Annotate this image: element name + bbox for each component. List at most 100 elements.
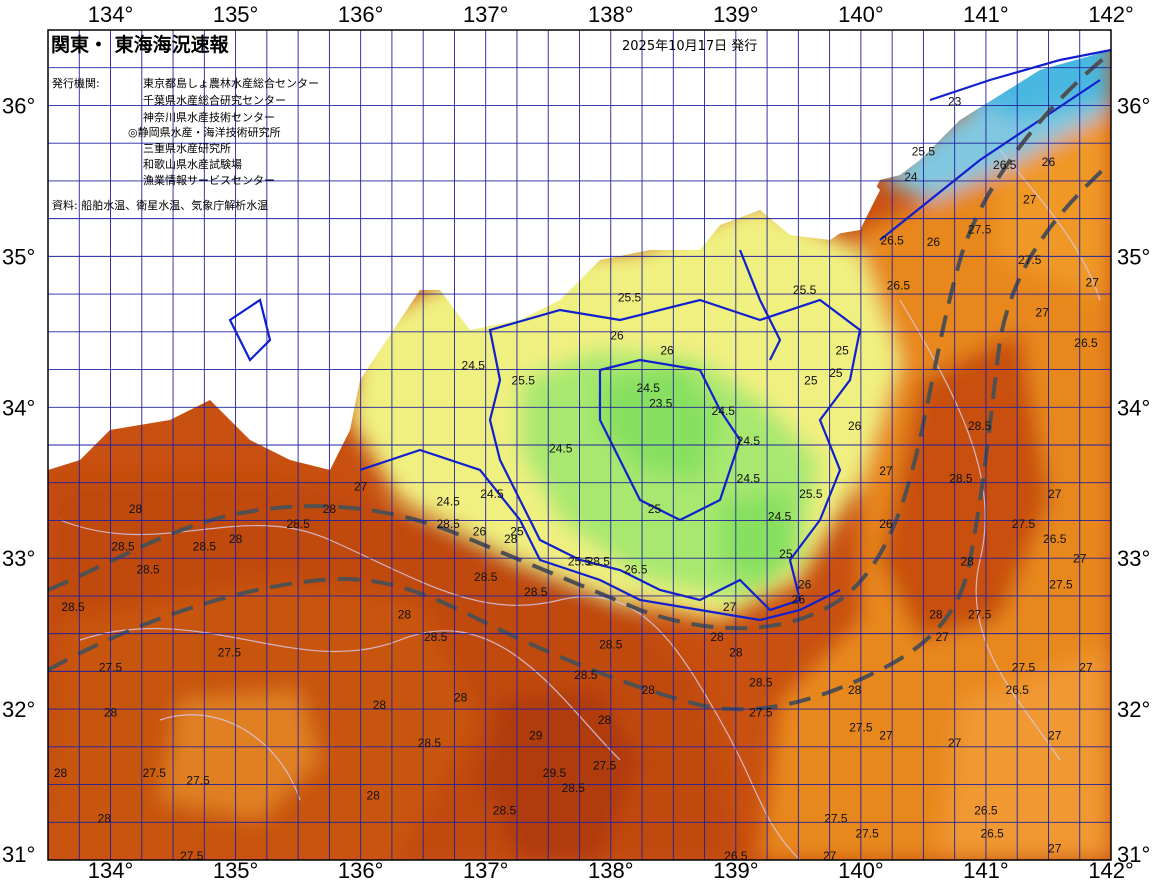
contour-value-label: 24.5	[480, 487, 504, 501]
longitude-label: 134°	[88, 2, 134, 27]
contour-value-label: 26.5	[880, 233, 904, 247]
contour-value-label: 24.5	[768, 509, 792, 523]
contour-value-label: 27.5	[99, 660, 123, 674]
latitude-label: 34°	[1117, 395, 1150, 420]
contour-26	[359, 448, 841, 622]
contour-value-label: 28.5	[424, 630, 448, 644]
contour-value-label: 24.5	[712, 404, 736, 418]
latitude-label: 35°	[1117, 244, 1150, 269]
institution-item: 千葉県水産総合研究センター	[143, 93, 286, 107]
contour-value-label: 27	[1073, 552, 1087, 566]
contour-value-label: 27.5	[218, 645, 242, 659]
zone-24-b	[720, 490, 800, 590]
contour-value-label: 23.5	[649, 396, 673, 410]
longitude-label: 137°	[463, 2, 509, 27]
contour-value-label: 26	[1042, 155, 1056, 169]
contour-value-label: 25.5	[799, 487, 823, 501]
contour-value-label: 27.5	[968, 223, 992, 237]
contour-value-label: 27	[1086, 276, 1100, 290]
contour-value-label: 25.5	[793, 283, 817, 297]
contour-value-label: 26.5	[1043, 532, 1067, 546]
contour-25	[488, 298, 862, 612]
contour-value-label: 28	[104, 706, 118, 720]
contour-value-label: 28	[598, 713, 612, 727]
contour-value-label: 27.5	[849, 721, 873, 735]
contour-value-label: 26	[927, 235, 941, 249]
contour-value-label: 28.5	[437, 517, 461, 531]
contour-value-label: 27	[1048, 841, 1062, 855]
contour-value-label: 23	[948, 94, 962, 108]
longitude-label: 136°	[338, 2, 384, 27]
zone-28-5	[480, 690, 640, 860]
contour-value-label: 28.5	[949, 472, 973, 486]
contour-value-label: 26	[848, 419, 862, 433]
contour-value-label: 28	[323, 502, 337, 516]
contour-value-label: 24.5	[437, 494, 461, 508]
contour-value-label: 26	[660, 343, 674, 357]
latitude-label: 32°	[2, 697, 35, 722]
contour-value-label: 28	[366, 789, 380, 803]
latitude-label: 36°	[1117, 93, 1150, 118]
latitude-label: 33°	[2, 546, 35, 571]
zone-26-5	[940, 650, 1111, 860]
latitude-label: 32°	[1117, 697, 1150, 722]
contour-value-label: 25	[648, 502, 662, 516]
longitude-label: 134°	[88, 858, 134, 882]
contour-value-label: 28.5	[599, 638, 623, 652]
contour-value-label: 25.5	[912, 144, 936, 158]
contour-value-label: 26.5	[974, 804, 998, 818]
kuroshio-axis-outer	[48, 163, 1110, 712]
contour-value-label: 26	[610, 328, 624, 342]
contour-value-label: 27	[879, 464, 893, 478]
corner-lat-label: 31°	[2, 842, 35, 867]
contour-value-label: 28	[54, 766, 68, 780]
contour-value-label: 27.5	[1012, 517, 1036, 531]
contour-value-label: 27	[948, 736, 962, 750]
contour-value-label: 28	[454, 691, 468, 705]
contour-value-label: 28.5	[574, 668, 598, 682]
contour-value-label: 28	[373, 698, 387, 712]
contour-value-label: 27	[1023, 193, 1037, 207]
institution-item: 和歌山県水産試験場	[143, 157, 242, 171]
contour-value-label: 28.5	[61, 600, 85, 614]
contour-value-label: 26	[798, 577, 812, 591]
contour-value-label: 27	[935, 630, 949, 644]
contour-value-label: 24.5	[737, 472, 761, 486]
contour-value-label: 28	[961, 555, 975, 569]
contour-value-label: 25	[835, 343, 849, 357]
latitude-label: 35°	[2, 244, 35, 269]
longitude-label: 137°	[463, 858, 509, 882]
contour-value-label: 28	[98, 811, 112, 825]
contour-24	[879, 79, 1101, 241]
institution-item: 東京都島しょ農林水産総合センター	[143, 76, 319, 90]
map-frame	[47, 29, 1112, 861]
longitude-label: 140°	[838, 2, 884, 27]
contour-value-label: 28.5	[111, 540, 135, 554]
contour-value-label: 27.5	[824, 811, 848, 825]
zone-27-5	[160, 690, 320, 820]
contour-25-b	[738, 249, 782, 361]
contour-value-label: 29	[529, 728, 543, 742]
contour-value-label: 28	[729, 645, 743, 659]
contour-value-label: 26.5	[1006, 683, 1030, 697]
contour-value-label: 27	[823, 849, 837, 863]
contour-value-label: 25.5	[512, 374, 536, 388]
contour-value-label: 27	[354, 479, 368, 493]
longitude-label: 142°	[1088, 858, 1134, 882]
contour-value-label: 28.5	[587, 555, 611, 569]
contour-value-label: 27	[1048, 728, 1062, 742]
contour-value-label: 28	[929, 608, 943, 622]
contour-value-label: 26	[792, 592, 806, 606]
latitude-label: 36°	[2, 93, 35, 118]
contour-islet	[228, 298, 272, 362]
latitude-labels-right: 36° 35° 34° 33° 32° 31°	[1117, 93, 1150, 867]
longitude-label: 141°	[963, 858, 1009, 882]
longitude-label: 142°	[1088, 2, 1134, 27]
longitude-label: 138°	[588, 858, 634, 882]
institution-item: 神奈川県水産技術センター	[143, 110, 275, 124]
contour-value-label: 28	[229, 532, 243, 546]
contour-value-label: 28	[129, 502, 143, 516]
contour-value-label: 28	[398, 608, 412, 622]
contour-value-label: 28.5	[474, 570, 498, 584]
